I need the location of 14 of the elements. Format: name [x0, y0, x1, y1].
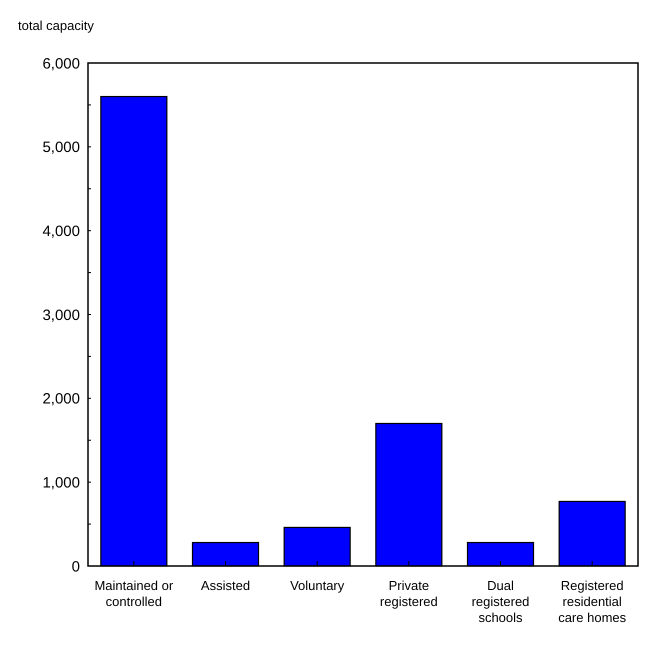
y-tick-label: 6,000 — [42, 55, 80, 72]
y-tick-label: 0 — [72, 558, 80, 576]
x-tick-label: Private registered — [380, 578, 438, 609]
y-tick-label: 4,000 — [42, 222, 80, 240]
y-tick-label: 2,000 — [42, 390, 80, 408]
y-tick-label: 5,000 — [42, 139, 80, 156]
y-tick-label: 3,000 — [42, 306, 80, 324]
x-tick-label: Voluntary — [290, 578, 345, 593]
y-axis-title: total capacity — [18, 18, 94, 33]
x-tick-label: Assisted — [200, 578, 250, 593]
x-tick-label: Registered residential care homes — [558, 578, 627, 625]
text: 1,000 — [42, 474, 80, 492]
x-tick-label: Dual registered schools — [472, 578, 530, 625]
x-tick-label: Maintained or controlled — [94, 578, 174, 609]
